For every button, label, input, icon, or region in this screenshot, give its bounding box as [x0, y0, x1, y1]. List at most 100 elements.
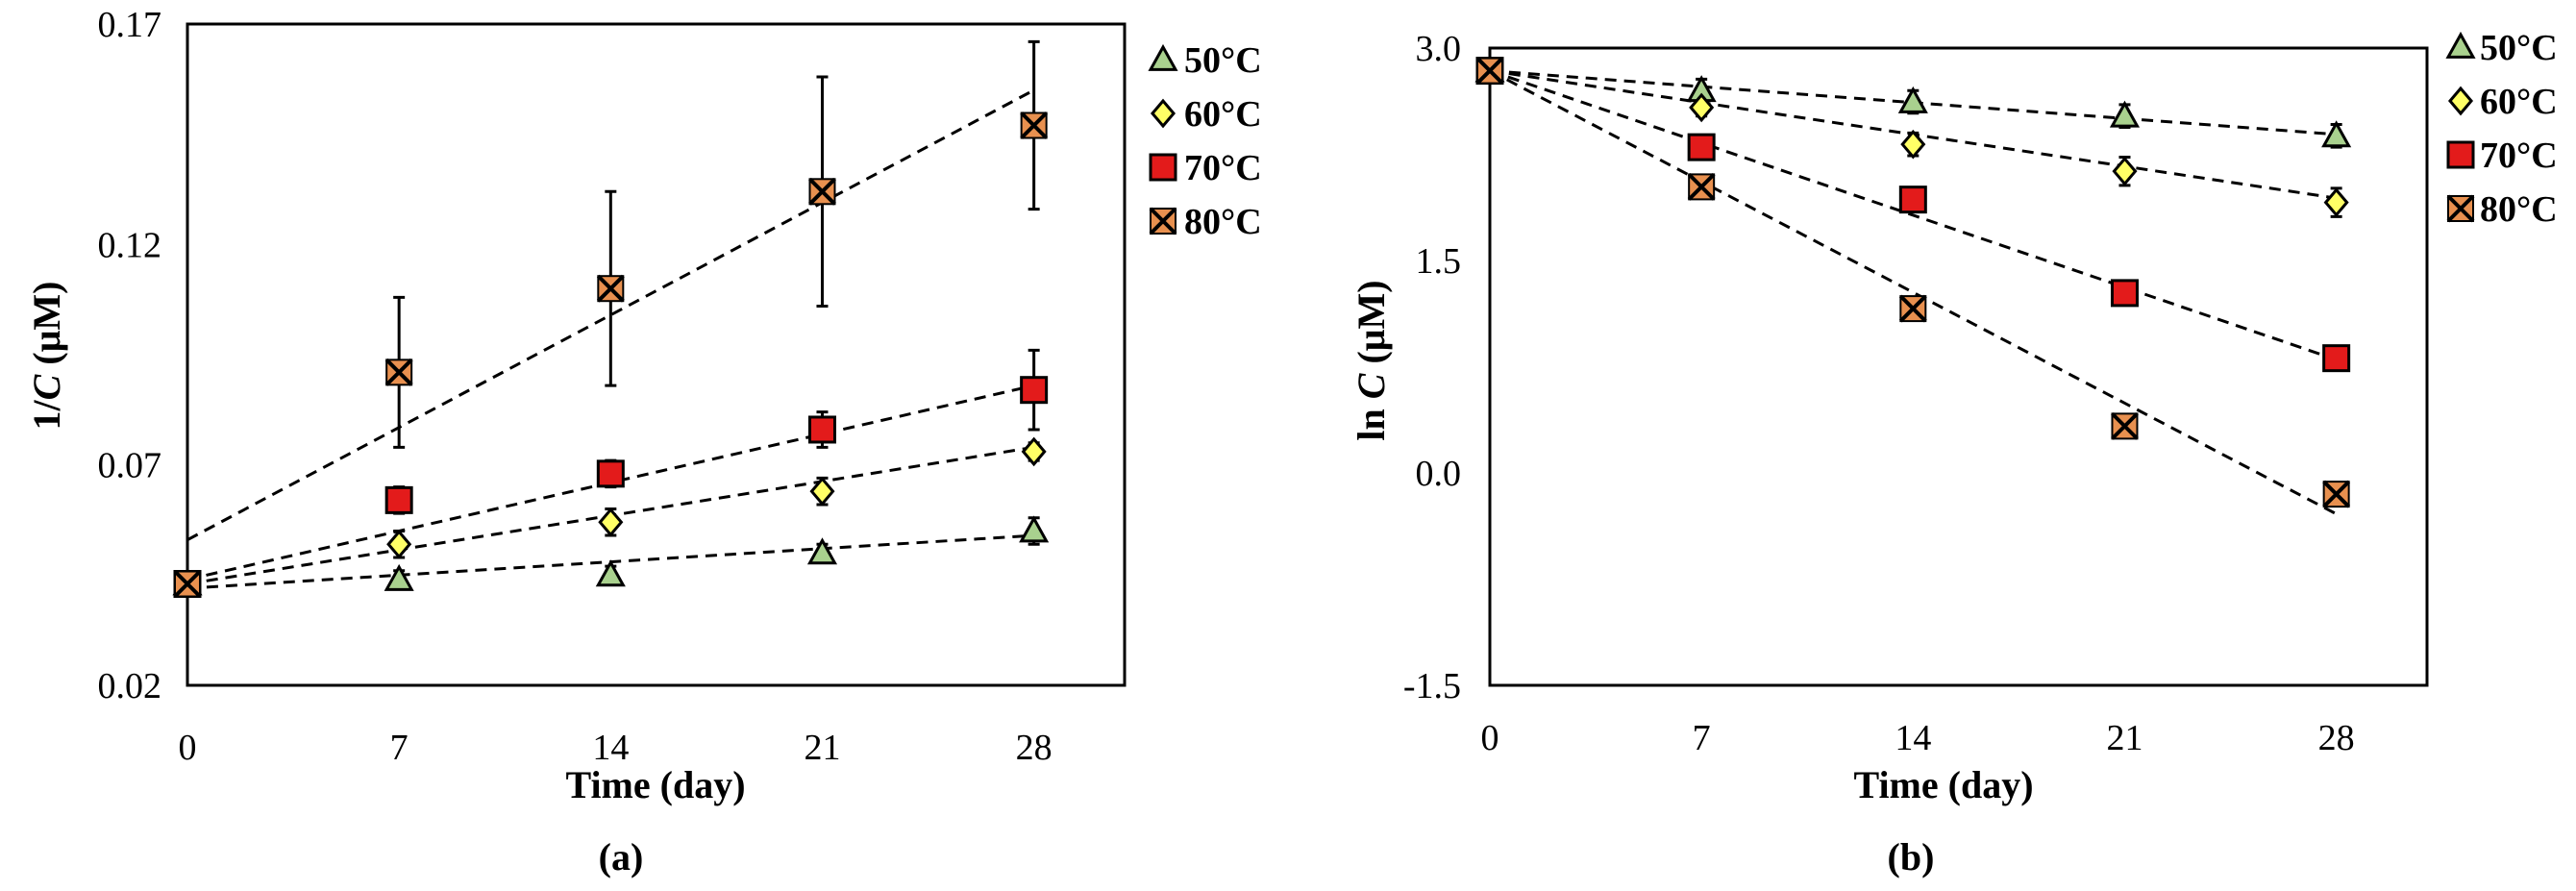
- legend-marker: [1149, 153, 1177, 182]
- legend-marker: [2445, 31, 2476, 59]
- x-tick-label: 28: [2318, 718, 2355, 758]
- x-tick-label: 14: [592, 728, 629, 768]
- x-axis-label-b: Time (day): [1853, 763, 2033, 806]
- x-tick-label: 0: [1481, 718, 1499, 758]
- legend-marker: [1149, 207, 1177, 235]
- data-point: [384, 358, 413, 386]
- y-tick-label: 3.0: [1416, 29, 1462, 69]
- chart-a: 0.02 0.07 0.12 0.17 0 7 14 21 28 Time (d…: [25, 5, 1262, 879]
- data-point: [808, 177, 836, 206]
- data-point: [1687, 133, 1716, 161]
- legend-a: 50°C 60°C 70°C 80°C: [1148, 40, 1262, 242]
- data-point: [1689, 92, 1715, 123]
- x-tick-labels-b: 0 7 14 21 28: [1481, 718, 2355, 758]
- caption-b: (b): [1888, 835, 1935, 879]
- y-tick-label: 0.07: [98, 446, 162, 486]
- marker-cross: [384, 358, 413, 386]
- legend-label: 60°C: [2480, 82, 2558, 122]
- legend-label: 70°C: [2480, 136, 2558, 176]
- legend-marker: [2446, 194, 2475, 223]
- marker-cross: [173, 570, 202, 598]
- caption-a: (a): [599, 835, 644, 879]
- y-tick-label: 0.02: [98, 666, 162, 706]
- x-tick-label: 21: [804, 728, 840, 768]
- y-tick-labels-b: -1.5 0.0 1.5 3.0: [1403, 29, 1461, 706]
- markers-b: [1474, 55, 2352, 508]
- y-axis-label-b: ln C (μM): [1350, 280, 1393, 440]
- data-point: [2110, 279, 2139, 308]
- legend-label: 70°C: [1184, 148, 1262, 188]
- marker-cross: [2111, 411, 2139, 440]
- x-tick-labels-a: 0 7 14 21 28: [179, 728, 1053, 768]
- x-tick-label: 28: [1016, 728, 1053, 768]
- data-point: [809, 476, 835, 507]
- data-point: [2322, 480, 2351, 508]
- marker-cross: [1149, 207, 1177, 235]
- data-point: [2322, 344, 2351, 373]
- x-tick-label: 7: [1693, 718, 1711, 758]
- y-axis-label-a: 1/C (μM): [25, 282, 68, 431]
- data-point: [1019, 515, 1050, 543]
- x-tick-label: 0: [179, 728, 197, 768]
- y-tick-label: 0.0: [1416, 454, 1462, 494]
- markers-a: [172, 111, 1050, 599]
- legend-b: 50°C 60°C 70°C 80°C: [2445, 28, 2558, 230]
- data-point: [1020, 376, 1049, 405]
- plot-area-b: [1488, 46, 2429, 687]
- data-point: [2112, 156, 2138, 186]
- y-tick-label: 0.12: [98, 225, 162, 265]
- data-point: [595, 559, 626, 587]
- marker-cross: [808, 177, 836, 206]
- x-axis-label-a: Time (day): [565, 763, 745, 806]
- data-point: [596, 459, 625, 488]
- data-point: [1020, 111, 1049, 139]
- legend-marker: [2446, 140, 2475, 169]
- data-point: [384, 485, 413, 514]
- y-tick-label: -1.5: [1403, 666, 1461, 706]
- data-point: [1898, 294, 1927, 323]
- data-point: [807, 415, 836, 444]
- plot-area-a: [186, 22, 1127, 687]
- data-point: [598, 507, 624, 537]
- data-point: [1897, 86, 1928, 113]
- marker-cross: [1898, 294, 1927, 323]
- x-tick-label: 7: [390, 728, 409, 768]
- marker-cross: [2446, 194, 2475, 223]
- marker-cross: [596, 274, 625, 303]
- data-point: [1475, 57, 1504, 85]
- fit-line: [186, 88, 1035, 541]
- marker-cross: [1020, 111, 1049, 139]
- y-tick-label: 1.5: [1416, 241, 1462, 282]
- legend-label: 50°C: [1184, 40, 1262, 81]
- legend-marker: [2447, 86, 2474, 116]
- legend-label: 80°C: [1184, 202, 1262, 242]
- data-point: [806, 537, 838, 565]
- data-point: [384, 563, 414, 591]
- data-point: [2111, 411, 2139, 440]
- fit-line: [1489, 69, 2338, 516]
- data-point: [1021, 436, 1047, 467]
- fit-line: [1489, 69, 2338, 361]
- chart-b: -1.5 0.0 1.5 3.0 0 7 14 21 28 Time (day)…: [1350, 28, 2558, 879]
- error-bars-a: [393, 39, 1040, 590]
- error-bars-b: [1696, 77, 2342, 507]
- legend-label: 50°C: [2480, 28, 2558, 68]
- data-point: [386, 529, 412, 559]
- data-point: [2109, 100, 2141, 128]
- marker-cross: [1687, 172, 1716, 201]
- data-point: [1900, 129, 1926, 160]
- legend-marker: [1150, 98, 1177, 129]
- y-tick-label: 0.17: [98, 5, 162, 45]
- y-tick-labels-a: 0.02 0.07 0.12 0.17: [98, 5, 162, 706]
- data-point: [1898, 186, 1927, 214]
- data-point: [173, 570, 202, 598]
- data-point: [2321, 120, 2352, 148]
- legend-label: 80°C: [2480, 189, 2558, 230]
- marker-cross: [1475, 57, 1504, 85]
- marker-cross: [2322, 480, 2351, 508]
- x-tick-label: 14: [1895, 718, 1931, 758]
- data-point: [596, 274, 625, 303]
- data-point: [2323, 187, 2349, 217]
- x-tick-label: 21: [2106, 718, 2143, 758]
